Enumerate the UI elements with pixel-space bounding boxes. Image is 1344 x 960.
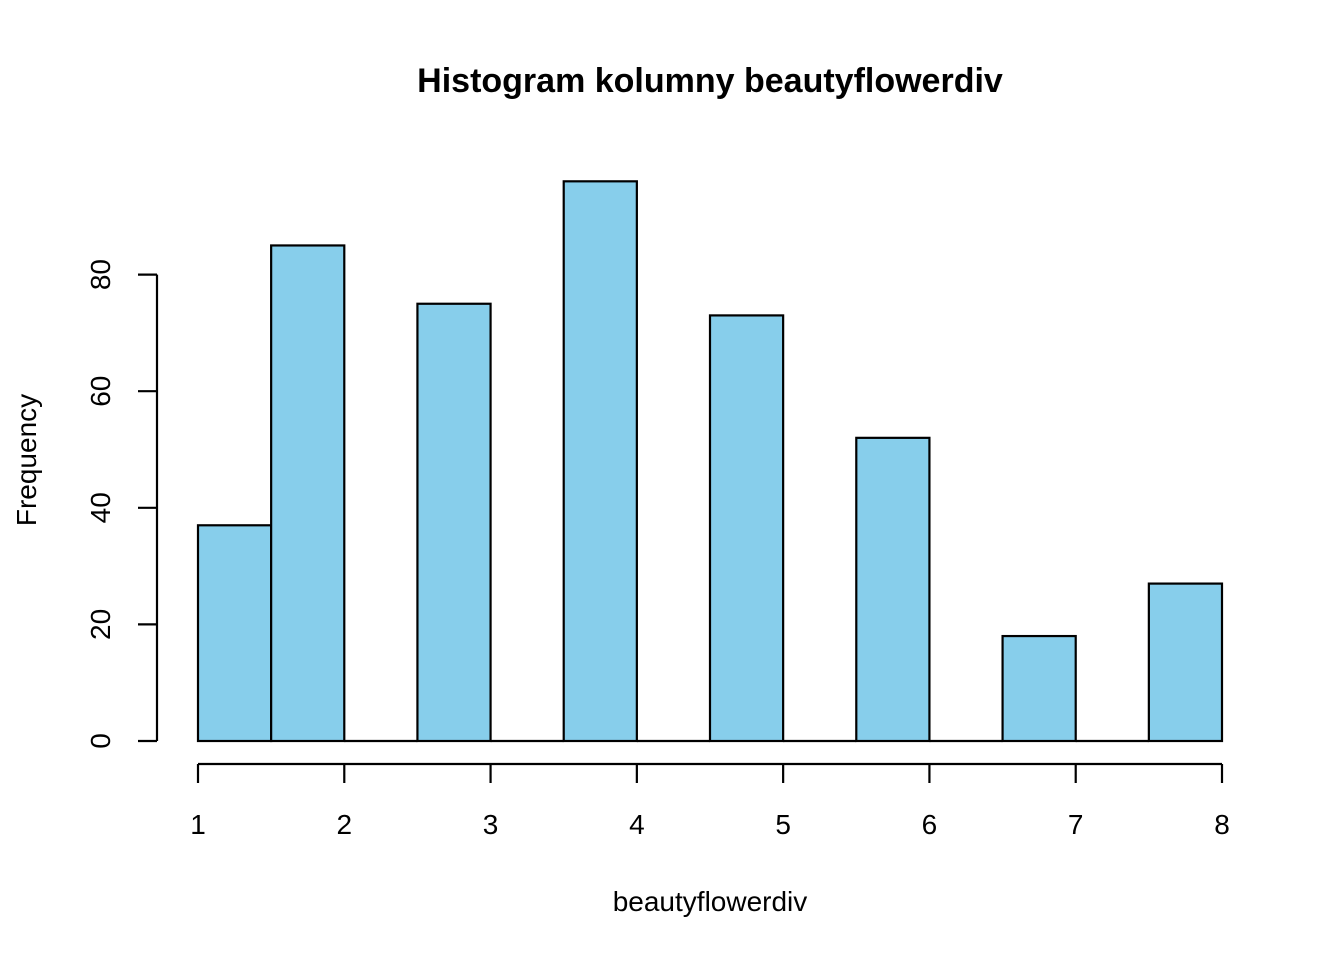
y-tick-label-0: 0 bbox=[85, 733, 116, 749]
bars-group bbox=[196, 180, 1224, 743]
y-tick-label-40: 40 bbox=[85, 492, 116, 523]
x-tick-label-7: 7 bbox=[1068, 809, 1084, 840]
y-tick-label-20: 20 bbox=[85, 609, 116, 640]
x-tick-label-6: 6 bbox=[922, 809, 938, 840]
x-tick-label-5: 5 bbox=[775, 809, 791, 840]
y-axis-label: Frequency bbox=[11, 394, 42, 526]
y-tick-label-80: 80 bbox=[85, 259, 116, 290]
histogram-bar-7 bbox=[708, 314, 785, 743]
x-tick-label-2: 2 bbox=[336, 809, 352, 840]
histogram-bar-9 bbox=[855, 436, 931, 743]
x-axis: 1 2 3 4 5 6 7 8 bbox=[190, 762, 1230, 840]
x-tick-label-4: 4 bbox=[629, 809, 645, 840]
histogram-bar-0 bbox=[196, 524, 273, 743]
x-tick-label-1: 1 bbox=[190, 809, 206, 840]
histogram-bar-11 bbox=[1001, 634, 1077, 743]
y-tick-label-60: 60 bbox=[85, 376, 116, 407]
x-tick-label-8: 8 bbox=[1214, 809, 1230, 840]
histogram-bar-1 bbox=[270, 244, 346, 743]
x-axis-label: beautyflowerdiv bbox=[613, 886, 808, 917]
histogram-bar-13 bbox=[1147, 582, 1224, 743]
histogram-bar-5 bbox=[562, 180, 638, 743]
histogram-bar-3 bbox=[416, 302, 492, 743]
chart-title: Histogram kolumny beautyflowerdiv bbox=[417, 62, 1003, 100]
x-tick-label-3: 3 bbox=[483, 809, 499, 840]
y-axis: 0 20 40 60 80 bbox=[85, 259, 159, 749]
